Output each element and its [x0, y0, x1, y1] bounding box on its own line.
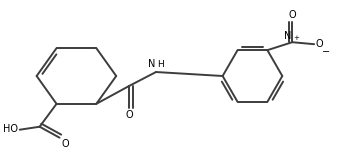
Text: +: +: [293, 35, 299, 41]
Text: HO: HO: [3, 124, 18, 134]
Text: H: H: [157, 60, 164, 69]
Text: O: O: [315, 39, 323, 49]
Text: O: O: [288, 10, 296, 20]
Text: O: O: [62, 139, 69, 149]
Text: −: −: [322, 47, 330, 57]
Text: O: O: [125, 110, 133, 120]
Text: N: N: [284, 31, 291, 41]
Text: N: N: [148, 59, 155, 69]
